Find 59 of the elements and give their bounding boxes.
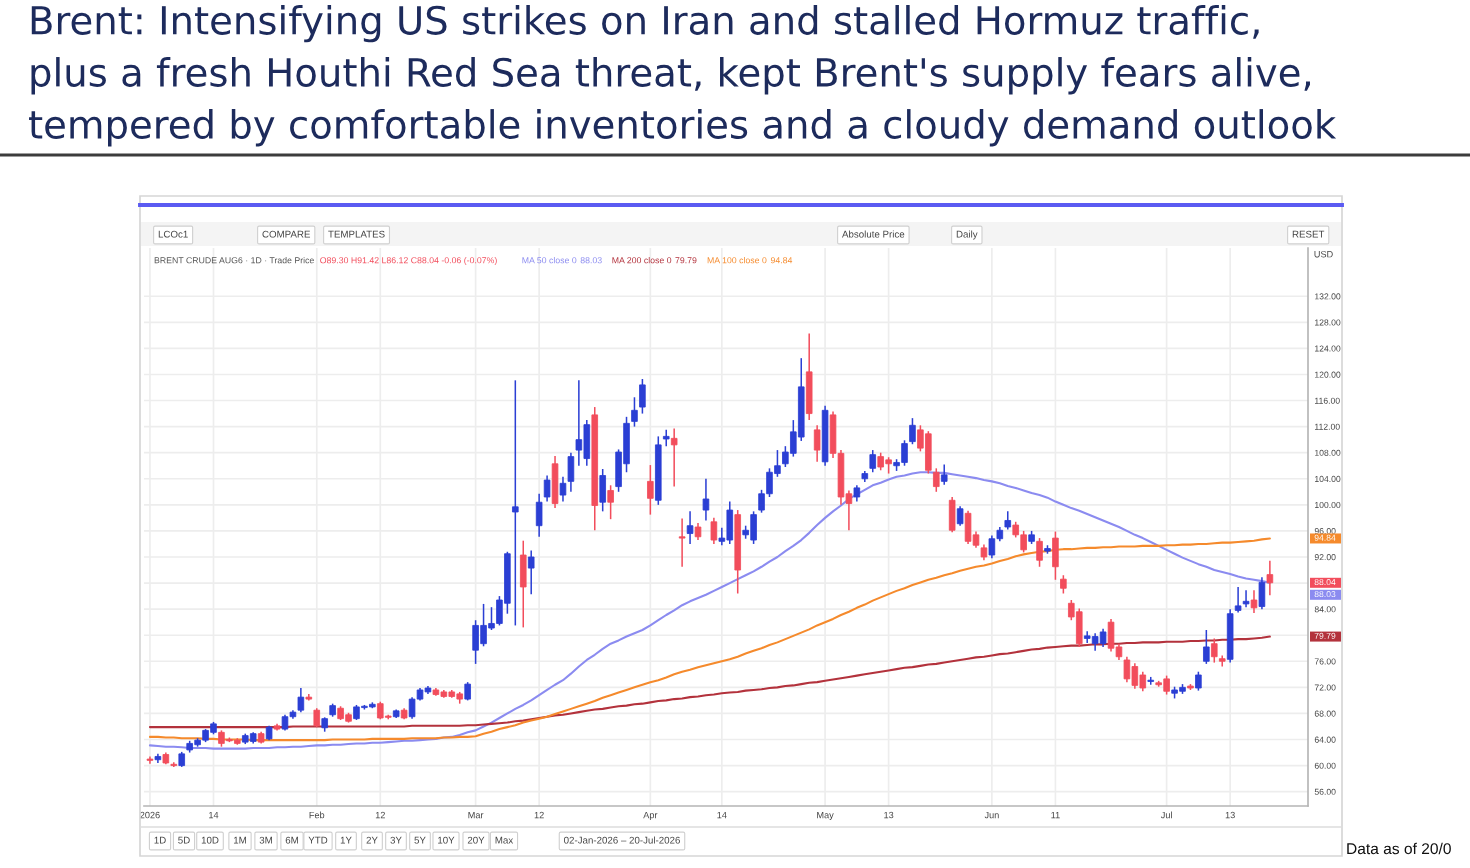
candlestick: [933, 467, 940, 493]
candlestick: [146, 755, 154, 765]
candlestick: [869, 449, 877, 474]
candlestick: [639, 378, 646, 415]
candlestick: [1211, 637, 1218, 664]
candlestick: [1195, 670, 1202, 692]
candlestick: [1131, 662, 1139, 690]
candlestick: [313, 707, 321, 728]
candlestick: [901, 439, 908, 467]
candlestick: [805, 332, 813, 421]
candlestick: [813, 424, 821, 463]
candlestick: [480, 603, 487, 648]
candlestick: [1107, 618, 1115, 653]
candlestick: [1036, 537, 1043, 568]
candlestick: [297, 687, 305, 713]
candlestick: [575, 379, 583, 467]
candlestick: [1163, 674, 1170, 696]
candlestick: [472, 619, 479, 665]
candlestick: [956, 505, 964, 527]
candlestick: [750, 510, 757, 545]
candlestick: [925, 430, 932, 475]
candlestick: [519, 539, 527, 629]
candlestick: [1060, 574, 1067, 595]
candlestick: [1258, 576, 1266, 610]
candlestick: [535, 492, 543, 538]
candlestick: [686, 510, 694, 545]
candlestick: [599, 468, 606, 513]
candlestick: [1234, 586, 1242, 614]
candlestick: [909, 417, 916, 445]
candlestick: [512, 379, 519, 627]
candlestick: [1099, 627, 1107, 648]
candlestick: [631, 396, 638, 428]
candlestick: [940, 463, 948, 486]
candlestick: [948, 496, 956, 533]
candlestick: [1139, 670, 1147, 693]
candlestick: [408, 696, 416, 720]
candlestick: [678, 517, 686, 568]
candlestick: [1020, 530, 1027, 554]
candlestick: [726, 500, 734, 545]
candlestick: [647, 464, 654, 516]
candlestick: [964, 509, 972, 545]
candlestick: [1242, 589, 1250, 608]
candlestick: [551, 455, 559, 509]
candlestick: [543, 474, 551, 503]
candlestick: [1052, 530, 1059, 581]
chart-title: Brent: Intensifying US strikes on Iran and stalled Hormuz traffic, plus a fresh Houthi Red Sea threat, kept Brent's supply fears alive, tempered by comfortable inventories and a cloudy demand outlook: [29, 5, 1337, 147]
candlestick: [1266, 560, 1274, 597]
candlestick: [988, 534, 996, 560]
line-series: [148, 471, 1271, 750]
candlestick: [1250, 589, 1258, 614]
candlestick: [710, 517, 718, 545]
candlestick: [1203, 629, 1210, 665]
candlestick: [1226, 608, 1234, 664]
candlestick: [527, 549, 535, 595]
candlestick: [1075, 607, 1083, 648]
line-series: [148, 537, 1271, 742]
candlestick: [702, 477, 710, 522]
candlestick: [607, 484, 614, 520]
candlestick: [670, 427, 678, 488]
